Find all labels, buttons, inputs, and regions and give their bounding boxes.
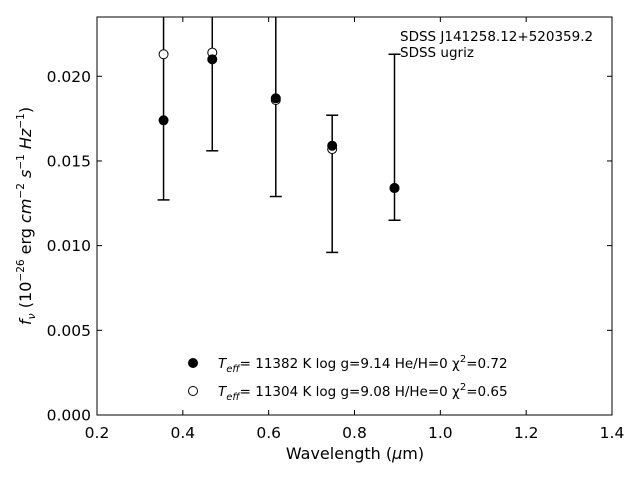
x-axis-title: Wavelength (μm): [286, 444, 424, 463]
legend: Teff= 11382 K log g=9.14 He/H=0 χ2=0.72 …: [188, 354, 508, 403]
point-filled: [389, 183, 400, 194]
annotation-object: SDSS J141258.12+520359.2: [400, 29, 593, 45]
point-filled: [327, 140, 338, 151]
x-tick-label: 0.6: [256, 424, 281, 442]
legend-entry-1: Teff= 11382 K log g=9.14 He/H=0 χ2=0.72: [218, 354, 508, 375]
point-open: [158, 49, 169, 60]
y-tick-label: 0.000: [47, 407, 91, 425]
point-filled: [207, 54, 218, 65]
point-filled: [270, 93, 281, 104]
x-tick-label: 0.4: [171, 424, 196, 442]
axis-ticks: 0.2 0.4 0.6 0.8 1.0 1.2 1.4 0.000 0.005 0.010 0.01…: [47, 17, 625, 442]
y-tick-label: 0.005: [47, 322, 91, 340]
error-bars: [157, 17, 401, 254]
x-tick-label: 0.8: [342, 424, 367, 442]
data-points: [158, 47, 400, 194]
x-tick-label: 1.0: [428, 424, 453, 442]
y-tick-label: 0.010: [47, 237, 91, 255]
legend-entry-2: Teff= 11304 K log g=9.08 H/He=0 χ2=0.65: [218, 382, 508, 403]
x-tick-label: 1.2: [514, 424, 539, 442]
y-tick-label: 0.020: [47, 68, 91, 86]
y-tick-label: 0.015: [47, 152, 91, 170]
point-filled: [158, 115, 169, 126]
x-tick-label: 1.4: [600, 424, 625, 442]
legend-marker-open: [188, 386, 198, 396]
legend-marker-filled: [188, 358, 198, 368]
annotation-survey: SDSS ugriz: [400, 45, 474, 61]
x-tick-label: 0.2: [85, 424, 110, 442]
y-axis-title: fν (10−26 erg cm−2 s−1 Hz−1): [15, 107, 38, 325]
